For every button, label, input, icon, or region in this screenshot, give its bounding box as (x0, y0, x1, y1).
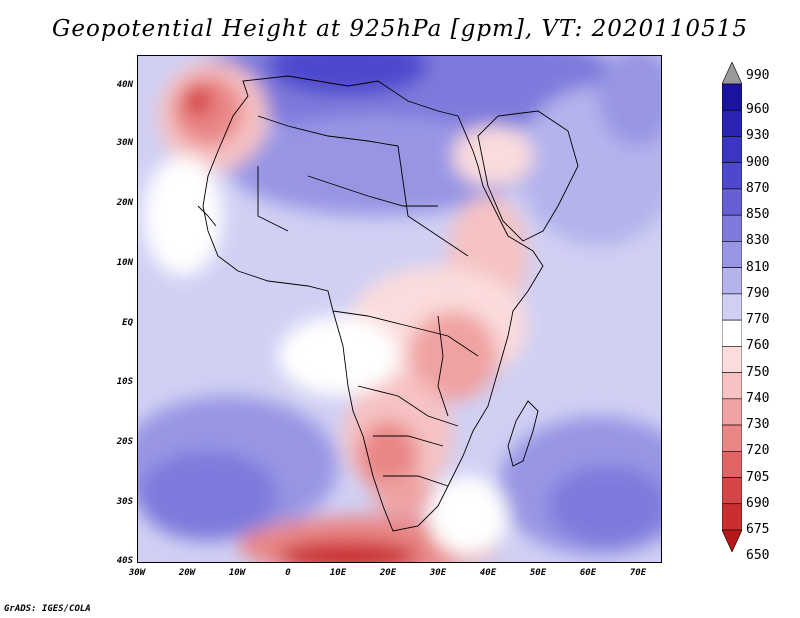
colorbar-segment (722, 293, 742, 321)
lat-label-40n: 40N (116, 80, 133, 90)
lat-label-eq: EQ (122, 318, 133, 328)
colorbar-label: 790 (746, 285, 770, 301)
colorbar-top-arrow (722, 62, 742, 85)
colorbar-segment (722, 267, 742, 295)
colorbar-segment (722, 319, 742, 347)
lon-label-10w: 10W (228, 568, 246, 578)
lat-label-20s: 20S (116, 437, 133, 447)
colorbar-label: 720 (746, 443, 770, 459)
colorbar-label: 760 (746, 338, 770, 354)
colorbar-segment (722, 162, 742, 190)
colorbar-label: 770 (746, 312, 770, 328)
colorbar-label: 900 (746, 154, 770, 170)
colorbar-label: 740 (746, 390, 770, 406)
lat-label-30s: 30S (116, 497, 133, 507)
coastlines (197, 75, 579, 532)
lon-label-20w: 20W (178, 568, 196, 578)
colorbar-segment (722, 188, 742, 216)
colorbar-label: 705 (746, 469, 770, 485)
colorbar-label: 830 (746, 233, 770, 249)
colorbar-label: 960 (746, 102, 770, 118)
colorbar-label: 650 (746, 548, 770, 564)
colorbar-label: 990 (746, 68, 770, 83)
lon-label-30w: 30W (128, 568, 146, 578)
lon-label-30e: 30E (429, 568, 447, 578)
lat-label-30n: 30N (116, 138, 133, 148)
geopotential-height-field (138, 56, 661, 562)
colorbar-label: 870 (746, 180, 770, 196)
colorbar-segment (722, 241, 742, 268)
lon-label-20e: 20E (379, 568, 397, 578)
lon-label-10e: 10E (329, 568, 347, 578)
colorbar-segment (722, 424, 742, 452)
colorbar-segment (722, 450, 742, 478)
lon-label-0: 0 (285, 568, 291, 578)
colorbar-segment (722, 83, 742, 111)
shaded-contours (138, 56, 661, 562)
colorbar-label: 930 (746, 128, 770, 144)
colorbar (722, 62, 742, 552)
colorbar-segment (722, 346, 742, 373)
lon-label-70e: 70E (629, 568, 647, 578)
colorbar-segment (722, 503, 742, 531)
lat-label-10s: 10S (116, 377, 133, 387)
lon-label-60e: 60E (579, 568, 597, 578)
colorbar-segment (722, 477, 742, 505)
lon-label-40e: 40E (479, 568, 497, 578)
colorbar-label: 690 (746, 495, 770, 511)
colorbar-segment (722, 136, 742, 164)
colorbar-label: 850 (746, 207, 770, 223)
map-plot-area (137, 55, 662, 563)
colorbar-bottom-arrow (722, 529, 742, 552)
colorbar-segment (722, 109, 742, 137)
colorbar-label: 675 (746, 522, 770, 537)
colorbar-label: 750 (746, 364, 770, 380)
colorbar-label: 810 (746, 259, 770, 275)
colorbar-label: 730 (746, 417, 770, 433)
lat-label-20n: 20N (116, 198, 133, 208)
colorbar-segment (722, 372, 742, 400)
colorbar-segment (722, 398, 742, 426)
map-title: Geopotential Height at 925hPa [gpm], VT:… (52, 16, 748, 42)
lat-label-10n: 10N (116, 258, 133, 268)
lon-label-50e: 50E (529, 568, 547, 578)
lat-label-40s: 40S (116, 556, 133, 566)
grads-credit: GrADS: IGES/COLA (4, 604, 91, 614)
colorbar-segment (722, 214, 742, 242)
